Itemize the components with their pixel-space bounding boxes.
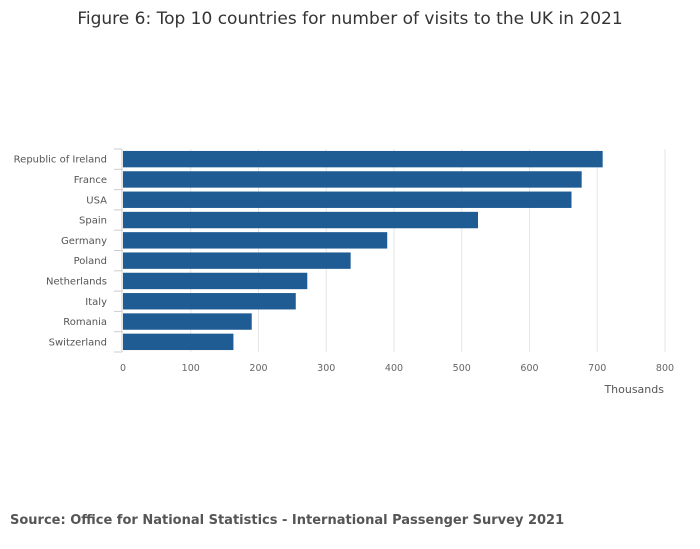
bars	[123, 150, 603, 351]
category-label-republic-of-ireland: Republic of Ireland	[14, 155, 107, 166]
x-tick-500: 500	[453, 363, 471, 374]
bar-france	[123, 171, 582, 188]
bar-romania	[123, 313, 252, 330]
category-label-netherlands: Netherlands	[46, 276, 107, 287]
x-tick-800: 800	[656, 363, 674, 374]
bar-germany	[123, 232, 388, 249]
category-label-usa: USA	[86, 195, 107, 206]
bar-poland	[123, 252, 351, 269]
x-tick-200: 200	[249, 363, 267, 374]
source-note: Source: Office for National Statistics -…	[10, 513, 565, 528]
x-tick-400: 400	[385, 363, 403, 374]
bar-usa	[123, 191, 572, 208]
category-label-france: France	[74, 175, 107, 186]
category-label-switzerland: Switzerland	[49, 337, 107, 348]
x-tick-300: 300	[317, 363, 335, 374]
bar-republic-of-ireland	[123, 150, 603, 168]
category-label-italy: Italy	[85, 297, 107, 308]
bar-switzerland	[123, 333, 234, 351]
bar-netherlands	[123, 272, 308, 290]
category-label-romania: Romania	[63, 317, 107, 328]
x-axis-title: Thousands	[603, 383, 664, 396]
category-label-poland: Poland	[74, 256, 107, 267]
category-labels: Republic of Ireland France USA Spain Germany…	[14, 155, 107, 349]
x-tick-0: 0	[120, 363, 126, 374]
bar-italy	[123, 293, 296, 310]
x-tick-700: 700	[588, 363, 606, 374]
y-axis	[114, 148, 123, 353]
x-tick-100: 100	[182, 363, 200, 374]
bar-spain	[123, 211, 479, 229]
chart-title: Figure 6: Top 10 countries for number of…	[77, 9, 622, 29]
x-tick-labels: 0 100 200 300 400 500 600 700 800	[120, 363, 674, 374]
x-tick-600: 600	[520, 363, 538, 374]
category-label-spain: Spain	[79, 216, 107, 227]
category-label-germany: Germany	[61, 236, 107, 247]
